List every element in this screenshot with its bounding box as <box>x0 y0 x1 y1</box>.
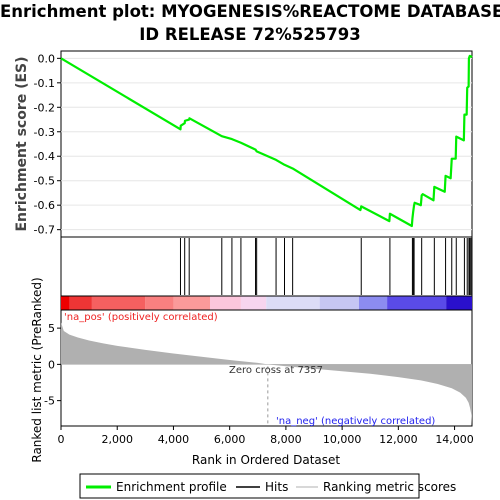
legend-metric-label: Ranking metric scores <box>323 480 456 494</box>
colorbar-segment <box>387 296 447 310</box>
x-tick-label: 12,000 <box>379 433 418 446</box>
metric-ytick-label: 0 <box>48 358 55 371</box>
colorbar-segment <box>173 296 210 310</box>
legend-box <box>79 473 420 499</box>
es-ytick-label: -0.3 <box>34 126 55 139</box>
zero-cross-label: Zero cross at 7357 <box>229 365 323 376</box>
legend-profile-label: Enrichment profile <box>116 480 227 494</box>
x-tick-label: 0 <box>58 433 65 446</box>
x-tick-label: 4,000 <box>158 433 190 446</box>
legend-hits-label: Hits <box>265 480 288 494</box>
x-tick-label: 10,000 <box>323 433 362 446</box>
colorbar-segment <box>69 296 92 310</box>
metric-area-fill <box>61 322 472 425</box>
enrichment-profile-line <box>60 54 473 228</box>
x-tick-label: 8,000 <box>270 433 302 446</box>
es-ytick-label: -0.2 <box>34 101 55 114</box>
x-axis-label: Rank in Ordered Dataset <box>192 453 340 467</box>
hits-panel <box>60 236 473 297</box>
es-ytick-label: -0.4 <box>34 150 55 163</box>
colorbar-segment <box>91 296 146 310</box>
x-tick-label: 2,000 <box>101 433 133 446</box>
neg-label: 'na_neg' (negatively correlated) <box>276 416 435 427</box>
x-tick-label: 14,000 <box>435 433 474 446</box>
metric-ytick-label: 5 <box>48 322 55 335</box>
colorbar-segment <box>446 296 472 310</box>
metric-ytick-label: -5 <box>44 395 55 408</box>
es-axis-label: Enrichment score (ES) <box>14 56 30 231</box>
title-line-1: Enrichment plot: MYOGENESIS%REACTOME DAT… <box>0 2 500 21</box>
title-line-2: ID RELEASE 72%525793 <box>139 25 361 44</box>
colorbar-segment <box>61 296 70 310</box>
metric-axis-label: Ranked list metric (PreRanked) <box>30 277 44 462</box>
es-ytick-label: -0.7 <box>34 224 55 237</box>
colorbar-segment <box>145 296 174 310</box>
es-ytick-label: -0.6 <box>34 199 55 212</box>
x-tick-label: 6,000 <box>214 433 246 446</box>
colorbar-segment <box>209 296 241 310</box>
colorbar-segment <box>266 296 320 310</box>
colorbar-segment <box>240 296 267 310</box>
es-panel <box>60 50 473 238</box>
chart-title: Enrichment plot: MYOGENESIS%REACTOME DAT… <box>0 0 500 46</box>
pos-label: 'na_pos' (positively correlated) <box>64 312 218 323</box>
colorbar-segment <box>319 296 359 310</box>
es-ytick-label: -0.5 <box>34 175 55 188</box>
colorbar-segment <box>358 296 388 310</box>
es-ytick-label: 0.0 <box>38 52 56 65</box>
es-ytick-label: -0.1 <box>34 77 55 90</box>
